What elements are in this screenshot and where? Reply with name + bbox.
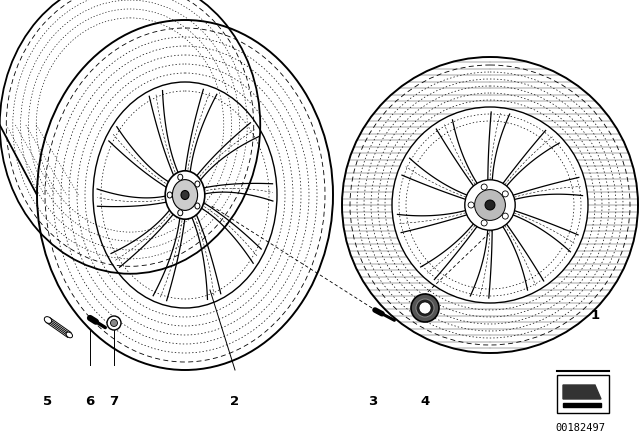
Ellipse shape xyxy=(167,192,172,198)
Circle shape xyxy=(481,220,487,226)
Ellipse shape xyxy=(181,190,189,199)
Text: 6: 6 xyxy=(85,395,95,408)
Ellipse shape xyxy=(178,174,183,180)
Circle shape xyxy=(411,294,439,322)
Text: 4: 4 xyxy=(420,395,429,408)
Text: 3: 3 xyxy=(369,395,378,408)
Circle shape xyxy=(485,200,495,210)
Text: 2: 2 xyxy=(230,395,239,408)
Ellipse shape xyxy=(178,210,183,216)
Text: 1: 1 xyxy=(591,309,600,322)
Circle shape xyxy=(416,299,434,317)
Ellipse shape xyxy=(172,180,198,211)
Circle shape xyxy=(502,191,508,197)
Ellipse shape xyxy=(66,332,72,338)
Ellipse shape xyxy=(44,317,52,323)
Circle shape xyxy=(419,302,431,314)
Circle shape xyxy=(107,316,121,330)
Circle shape xyxy=(481,184,487,190)
Text: 5: 5 xyxy=(44,395,52,408)
Circle shape xyxy=(502,213,508,219)
Polygon shape xyxy=(563,385,601,399)
Circle shape xyxy=(475,190,506,220)
Text: 00182497: 00182497 xyxy=(555,423,605,433)
Text: 7: 7 xyxy=(109,395,118,408)
Circle shape xyxy=(465,180,515,230)
Ellipse shape xyxy=(165,171,205,219)
Ellipse shape xyxy=(195,181,200,187)
Bar xyxy=(557,375,609,413)
Polygon shape xyxy=(563,403,601,407)
Circle shape xyxy=(111,319,118,327)
Circle shape xyxy=(468,202,474,208)
Ellipse shape xyxy=(195,203,200,209)
